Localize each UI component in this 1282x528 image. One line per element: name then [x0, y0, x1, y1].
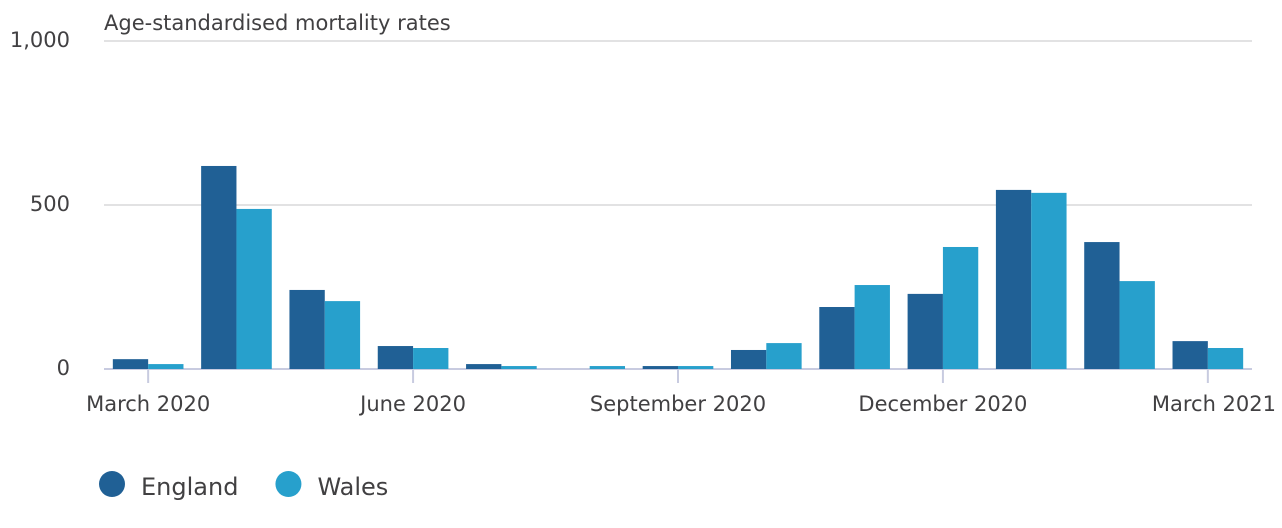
bar [1172, 341, 1208, 369]
bar [995, 189, 1032, 369]
bar [642, 366, 678, 369]
y-tick-label: 0 [57, 356, 70, 380]
bar [466, 364, 502, 369]
bar [377, 346, 414, 369]
bar [148, 364, 184, 369]
bar [501, 366, 537, 369]
x-tick-label: December 2020 [858, 392, 1027, 416]
bar [413, 348, 449, 369]
x-tick-label: March 2021 [1152, 392, 1276, 416]
x-tick-label: March 2020 [86, 392, 210, 416]
bar [1119, 281, 1155, 369]
x-tick-label: September 2020 [590, 392, 766, 416]
bar [907, 293, 943, 369]
bar [766, 343, 802, 369]
bar [289, 289, 325, 369]
bar [1031, 192, 1067, 369]
legend-label: Wales [317, 473, 388, 501]
bar [819, 307, 855, 369]
y-tick-label: 500 [30, 192, 70, 216]
bar [942, 246, 979, 369]
bar [589, 366, 626, 369]
y-tick-label: 1,000 [10, 28, 70, 52]
bar [678, 366, 714, 369]
bar [201, 165, 237, 369]
bar [730, 349, 767, 369]
bar [1084, 242, 1120, 369]
bar [324, 301, 361, 369]
chart-title: Age-standardised mortality rates [104, 11, 451, 35]
legend-label: England [141, 473, 238, 501]
bar [236, 208, 272, 369]
legend-swatch [275, 471, 302, 497]
legend-swatch [99, 471, 125, 497]
bar [854, 285, 890, 369]
bar [1207, 348, 1244, 369]
bar [112, 359, 149, 369]
x-tick-label: June 2020 [358, 392, 466, 416]
